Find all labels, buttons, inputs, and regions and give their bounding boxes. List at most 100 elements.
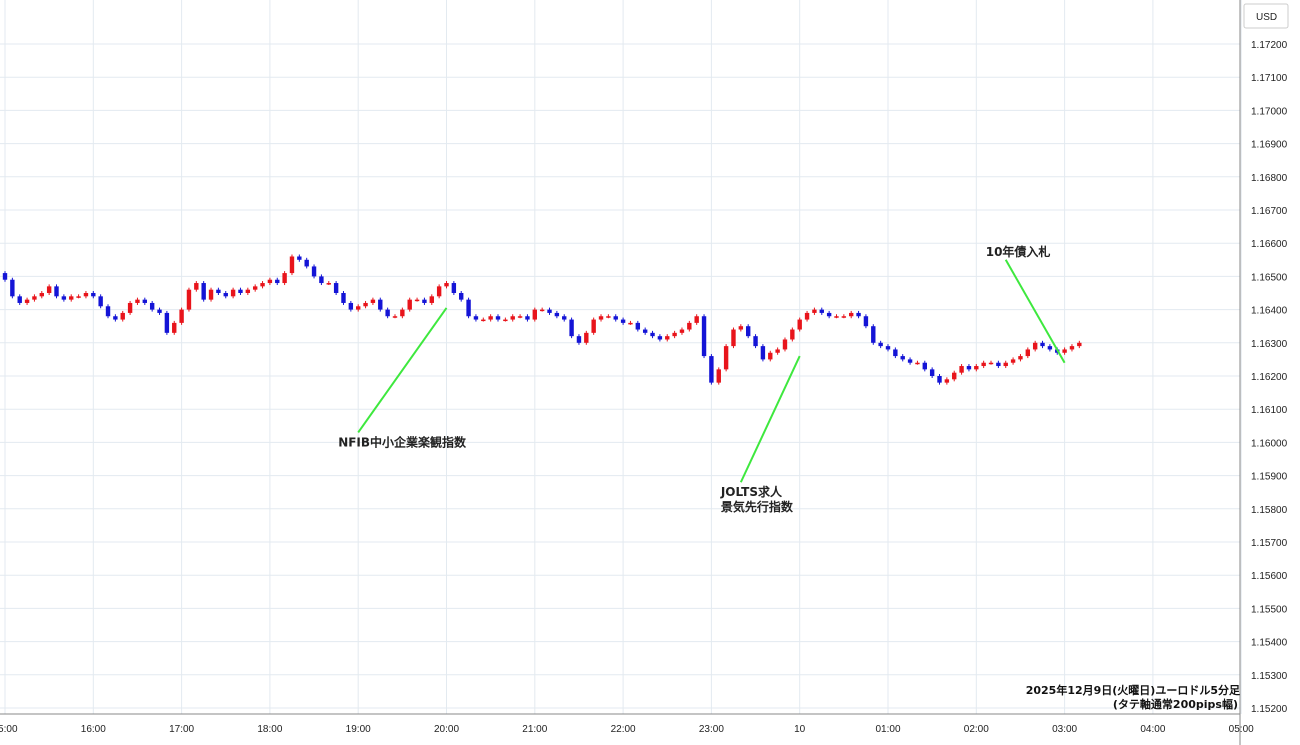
- y-tick-label: 1.15700: [1251, 538, 1288, 549]
- chart-caption-line1: 2025年12月9日(火曜日)ユーロドル5分足: [1026, 683, 1241, 697]
- candle-body: [532, 309, 537, 320]
- candle-body: [952, 372, 957, 380]
- candle-body: [554, 312, 560, 317]
- candle-body: [172, 322, 177, 333]
- y-tick-label: 1.16100: [1251, 405, 1288, 416]
- candle-body: [179, 309, 184, 323]
- candle-body: [613, 316, 618, 320]
- currency-box: [1243, 3, 1289, 29]
- candle-body: [400, 309, 405, 317]
- candle-body: [620, 319, 626, 323]
- candle-body: [194, 283, 199, 290]
- candle-body: [429, 296, 434, 303]
- candle-body: [760, 346, 766, 360]
- x-tick-label: 19:00: [346, 724, 371, 735]
- x-tick-label: 04:00: [1140, 724, 1165, 735]
- candle-body: [885, 346, 891, 350]
- candle-body: [782, 339, 788, 350]
- chart-caption-line2: (タテ軸通常200pips幅): [1113, 697, 1238, 711]
- y-tick-label: 1.16200: [1251, 372, 1288, 383]
- candle-body: [679, 329, 685, 333]
- y-tick-label: 1.15600: [1251, 571, 1288, 582]
- candle-body: [356, 306, 361, 310]
- candle-body: [804, 312, 810, 320]
- candle-body: [260, 283, 265, 287]
- candle-body: [275, 279, 280, 284]
- grid-lines: [0, 0, 1242, 714]
- candle-body: [10, 279, 15, 297]
- annotation-line: [739, 355, 801, 483]
- candle-body: [849, 312, 854, 317]
- candle-body: [252, 286, 258, 290]
- annotation-label: 10年債入札: [986, 244, 1051, 259]
- candle-body: [642, 329, 648, 333]
- candle-body: [186, 289, 192, 310]
- candle-body: [105, 306, 111, 317]
- candle-body: [135, 299, 140, 303]
- candle-body: [893, 349, 898, 357]
- candle-body: [745, 326, 751, 337]
- candle-body: [635, 322, 641, 330]
- candle-body: [790, 329, 795, 340]
- y-tick-label: 1.16700: [1251, 206, 1288, 217]
- candle-body: [584, 332, 589, 343]
- candle-body: [694, 316, 699, 323]
- candle-body: [17, 296, 22, 303]
- x-tick-label: 05:00: [1229, 724, 1254, 735]
- candle-body: [157, 309, 162, 313]
- candle-body: [459, 293, 464, 300]
- candle-body: [591, 319, 596, 333]
- candle-body: [1040, 342, 1045, 347]
- annotation-label: 景気先行指数: [721, 499, 794, 514]
- candle-body: [812, 309, 817, 313]
- candle-body: [32, 296, 37, 300]
- candle-body: [282, 273, 287, 284]
- candle-body: [819, 309, 824, 313]
- candle-body: [539, 309, 545, 312]
- candle-body: [319, 276, 324, 284]
- candle-body: [304, 259, 309, 267]
- candle-body: [768, 352, 773, 360]
- y-tick-label: 1.15900: [1251, 472, 1288, 483]
- candle-body: [385, 309, 390, 317]
- candles: [2, 254, 1082, 385]
- x-tick-label: 23:00: [699, 724, 724, 735]
- candle-body: [1010, 359, 1016, 363]
- candle-body: [451, 283, 457, 293]
- candle-body: [996, 362, 1001, 367]
- candle-body: [142, 299, 148, 303]
- candle-body: [164, 312, 170, 333]
- candle-body: [481, 319, 486, 322]
- candle-body: [436, 286, 442, 297]
- candle-body: [230, 289, 236, 297]
- candle-body: [348, 302, 354, 310]
- candle-body: [422, 299, 427, 303]
- y-tick-label: 1.16600: [1251, 239, 1288, 250]
- candle-body: [929, 369, 935, 376]
- candle-body: [709, 356, 714, 383]
- currency-label: USD: [1256, 12, 1277, 23]
- candle-body: [61, 296, 67, 300]
- candle-body: [1062, 349, 1067, 353]
- candle-body: [525, 316, 530, 320]
- candle-body: [149, 302, 155, 310]
- candle-body: [46, 286, 52, 293]
- candle-body: [1025, 349, 1031, 357]
- candle-body: [510, 316, 515, 320]
- candle-body: [370, 299, 376, 303]
- y-tick-label: 1.16300: [1251, 339, 1288, 350]
- candle-body: [39, 293, 44, 297]
- candle-body: [267, 279, 273, 284]
- candle-body: [672, 332, 677, 337]
- candle-body: [201, 283, 206, 300]
- candle-body: [238, 289, 243, 293]
- x-tick-label: 18:00: [257, 724, 282, 735]
- y-tick-label: 1.15800: [1251, 505, 1288, 516]
- annotation-line: [357, 307, 448, 434]
- candle-body: [915, 362, 920, 365]
- y-tick-label: 1.16800: [1251, 173, 1288, 184]
- candle-body: [297, 256, 302, 260]
